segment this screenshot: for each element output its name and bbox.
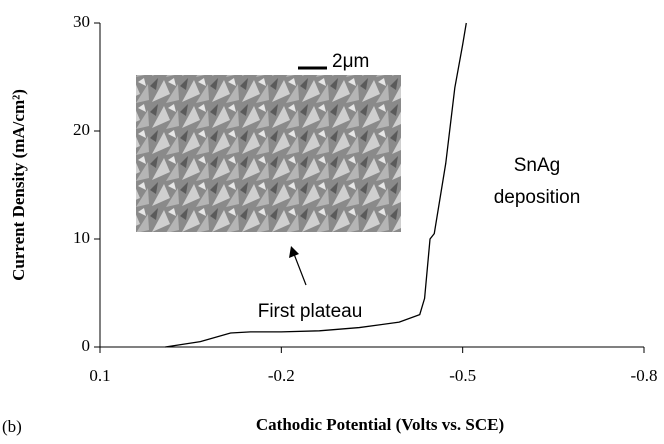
arrow — [294, 254, 306, 285]
y-tick-label: 20 — [73, 120, 90, 139]
y-tick-label: 10 — [73, 228, 90, 247]
y-axis-title: Current Density (mA/cm²) — [9, 89, 28, 281]
scale-label: 2μm — [332, 51, 369, 72]
x-tick-label: -0.5 — [449, 366, 476, 385]
x-tick-label: -0.8 — [631, 366, 658, 385]
y-tick-label: 30 — [73, 12, 90, 31]
y-tick-label: 0 — [82, 336, 91, 355]
panel-label: (b) — [2, 417, 22, 436]
arrow-head — [289, 246, 299, 258]
x-tick-label: 0.1 — [89, 366, 110, 385]
deposition-label: SnAg — [514, 155, 560, 176]
deposition-label: deposition — [494, 187, 581, 208]
sem-image — [136, 75, 401, 232]
plateau-label: First plateau — [258, 301, 363, 322]
chart: 2μm First plateau SnAg deposition Cathod… — [0, 0, 664, 439]
x-tick-label: -0.2 — [268, 366, 295, 385]
x-axis-title: Cathodic Potential (Volts vs. SCE) — [256, 415, 504, 434]
